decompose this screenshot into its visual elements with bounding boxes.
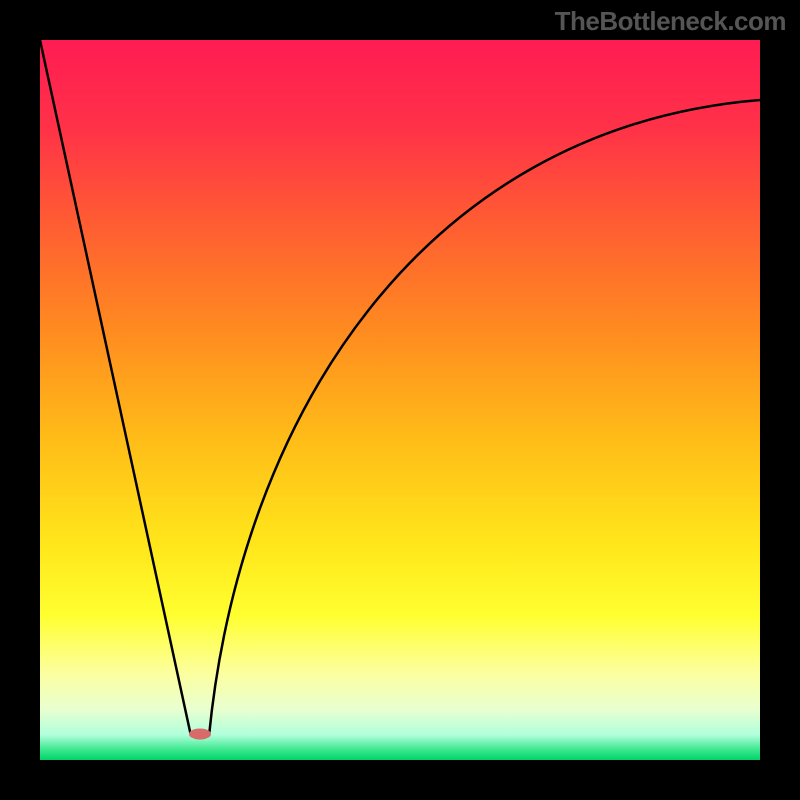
chart-container: TheBottleneck.com	[0, 0, 800, 800]
plot-area	[40, 40, 760, 760]
watermark-text: TheBottleneck.com	[555, 6, 786, 37]
bottleneck-chart	[0, 0, 800, 800]
minimum-marker	[189, 729, 211, 740]
